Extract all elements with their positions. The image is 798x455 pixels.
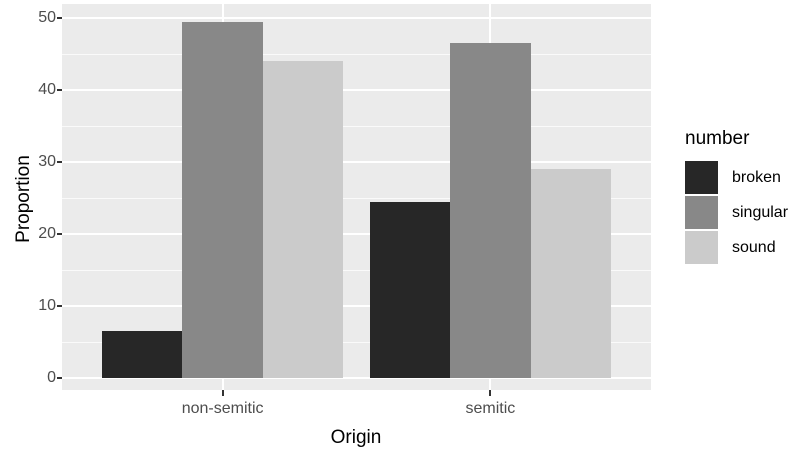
y-tick-label: 40 bbox=[38, 81, 56, 98]
minor-gridline bbox=[62, 54, 651, 55]
legend-label: broken bbox=[732, 168, 781, 186]
x-tick-label-non-semitic: non-semitic bbox=[181, 400, 264, 417]
bar-non-semitic-singular bbox=[182, 21, 263, 378]
minor-gridline bbox=[62, 342, 651, 343]
y-tick-label: 0 bbox=[47, 369, 56, 386]
y-tick-mark bbox=[57, 17, 62, 19]
bar-non-semitic-broken bbox=[102, 331, 183, 378]
x-tick-label-semitic: semitic bbox=[465, 400, 516, 417]
legend-items: broken singular sound bbox=[685, 161, 788, 264]
legend: number broken singular sound bbox=[685, 128, 788, 266]
y-tick-mark bbox=[57, 89, 62, 91]
x-axis-title: Origin bbox=[330, 427, 382, 448]
bar-semitic-sound bbox=[530, 169, 611, 378]
legend-item-singular: singular bbox=[685, 196, 788, 229]
y-tick-mark bbox=[57, 377, 62, 379]
y-tick-label: 50 bbox=[38, 9, 56, 26]
bar-non-semitic-sound bbox=[262, 61, 344, 378]
bar-semitic-singular bbox=[450, 43, 531, 378]
legend-item-broken: broken bbox=[685, 161, 788, 194]
major-gridline bbox=[62, 377, 651, 379]
major-gridline bbox=[62, 233, 651, 235]
minor-gridline bbox=[62, 198, 651, 199]
minor-gridline bbox=[62, 126, 651, 127]
y-tick-mark bbox=[57, 233, 62, 235]
legend-swatch-singular bbox=[685, 196, 718, 229]
legend-title: number bbox=[685, 128, 750, 149]
x-tick-mark bbox=[489, 390, 492, 396]
y-tick-mark bbox=[57, 305, 62, 307]
legend-swatch-broken bbox=[685, 161, 718, 194]
legend-label: singular bbox=[732, 203, 789, 221]
major-gridline bbox=[62, 17, 651, 19]
y-tick-label: 30 bbox=[38, 153, 56, 170]
major-gridline bbox=[62, 161, 651, 163]
x-tick-mark bbox=[221, 390, 224, 396]
y-tick-label: 10 bbox=[38, 297, 56, 314]
minor-gridline bbox=[62, 270, 651, 271]
bar-semitic-broken bbox=[369, 201, 451, 378]
y-tick-label: 20 bbox=[38, 225, 56, 242]
y-axis-title: Proportion bbox=[13, 155, 34, 243]
plot-panel bbox=[62, 4, 651, 390]
y-tick-mark bbox=[57, 161, 62, 163]
legend-item-sound: sound bbox=[685, 231, 788, 264]
major-gridline bbox=[62, 305, 651, 307]
major-gridline bbox=[62, 89, 651, 91]
legend-swatch-sound bbox=[685, 231, 718, 264]
legend-label: sound bbox=[732, 238, 776, 256]
